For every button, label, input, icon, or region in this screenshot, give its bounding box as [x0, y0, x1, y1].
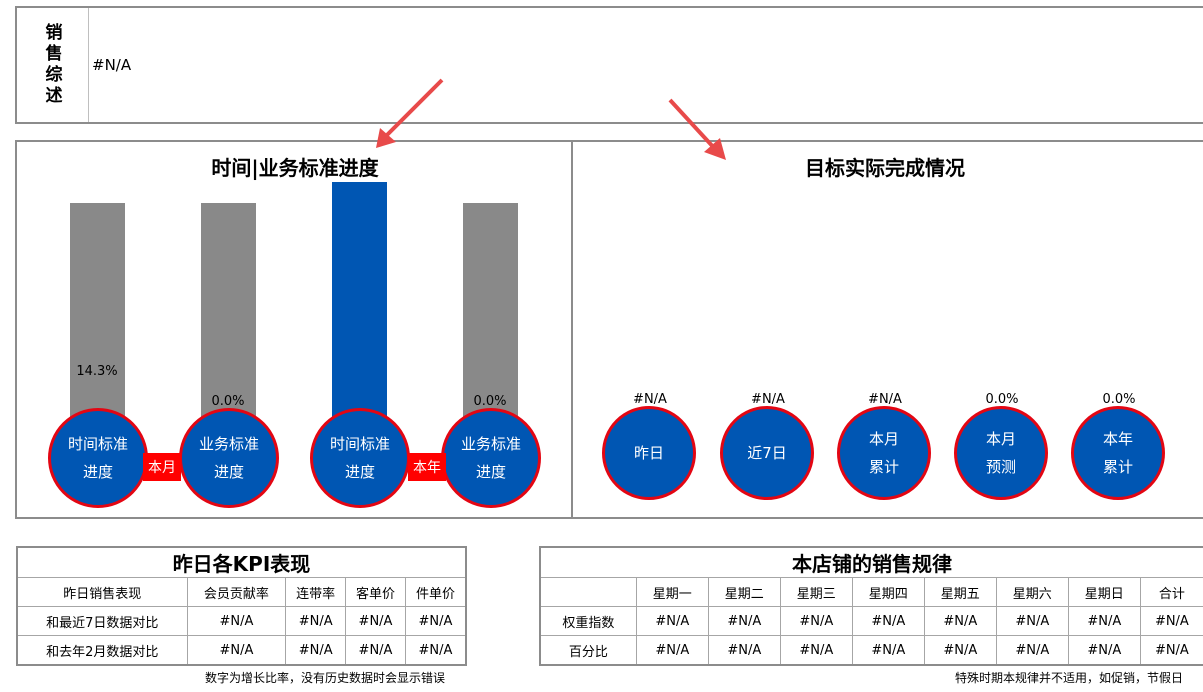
pattern-note: 特殊时期本规律并不适用，如促销，节假日 [955, 671, 1184, 685]
target-circle-label-0: 昨日 [633, 444, 664, 462]
target-circle-label-1: 近7日 [747, 444, 787, 462]
kpi-header-cell-2: 连带率 [285, 577, 347, 607]
target-completion-title: 目标实际完成情况 [805, 156, 965, 180]
kpi-note: 数字为增长比率，没有历史数据时会显示错误 [205, 671, 446, 685]
pattern-row-1-cell-7: #N/A [1067, 635, 1141, 666]
kpi-header-cell-3: 客单价 [345, 577, 406, 607]
progress-circle-3: 业务标准进度 [441, 408, 541, 508]
kpi-row-1-cell-1: #N/A [186, 635, 287, 666]
pattern-row-1-cell-4: #N/A [851, 635, 925, 666]
progress-bar-label-3: 0.0% [473, 394, 507, 409]
pattern-row-0-cell-4: #N/A [851, 606, 925, 636]
kpi-row-0-cell-4: #N/A [404, 606, 467, 636]
connector-month: 本月 [143, 453, 181, 481]
pattern-row-0-cell-6: #N/A [995, 606, 1069, 636]
progress-circle-label-1: 业务标准进度 [198, 435, 259, 481]
arrow-left-icon [376, 78, 444, 148]
pattern-header-cell-3: 星期三 [779, 577, 853, 607]
kpi-row-0-cell-2: #N/A [285, 606, 347, 636]
pattern-header-cell-2: 星期二 [707, 577, 781, 607]
arrow-right-icon [668, 98, 726, 160]
sales-pattern-table: 本店铺的销售规律 星期一 星期二 星期三 星期四 星期五 星期六 星期日 合计 权重指数 #N/… [539, 546, 1203, 666]
pattern-row-1-cell-5: #N/A [923, 635, 997, 666]
progress-circle-1: 业务标准进度 [179, 408, 279, 508]
summary-value: #N/A [92, 56, 132, 74]
summary-label: 销售综述 [16, 8, 89, 122]
kpi-row-0-cell-1: #N/A [186, 606, 287, 636]
pattern-header-cell-7: 星期日 [1067, 577, 1141, 607]
target-value-1: #N/A [751, 392, 785, 407]
summary-box [15, 6, 1203, 124]
progress-circle-label-2: 时间标准进度 [329, 435, 390, 481]
pattern-row-1-cell-8: #N/A [1139, 635, 1203, 666]
kpi-header-cell-4: 件单价 [404, 577, 467, 607]
progress-bar-label-1: 0.0% [211, 394, 245, 409]
pattern-row-0-cell-5: #N/A [923, 606, 997, 636]
connector-year: 本年 [408, 453, 446, 481]
progress-circle-0: 时间标准进度 [48, 408, 148, 508]
pattern-header-cell-5: 星期五 [923, 577, 997, 607]
progress-bar-fill-2 [332, 182, 387, 418]
target-circle-4: 本年累计 [1071, 406, 1165, 500]
target-circle-3: 本月预测 [954, 406, 1048, 500]
pattern-row-0-cell-1: #N/A [635, 606, 709, 636]
target-value-3: 0.0% [985, 392, 1019, 407]
pattern-row-0-cell-3: #N/A [779, 606, 853, 636]
target-circle-2: 本月累计 [837, 406, 931, 500]
target-value-0: #N/A [633, 392, 667, 407]
pattern-header-cell-1: 星期一 [635, 577, 709, 607]
target-circle-label-4: 本年累计 [1102, 430, 1133, 476]
kpi-row-1-cell-0: 和去年2月数据对比 [16, 635, 188, 666]
pattern-table-title: 本店铺的销售规律 [539, 546, 1203, 578]
kpi-header-cell-1: 会员贡献率 [186, 577, 287, 607]
progress-bar-track-1 [201, 203, 256, 418]
progress-circle-label-0: 时间标准进度 [67, 435, 128, 481]
pattern-row-0-cell-2: #N/A [707, 606, 781, 636]
pattern-row-1-cell-6: #N/A [995, 635, 1069, 666]
kpi-header-cell-0: 昨日销售表现 [16, 577, 188, 607]
pattern-row-1-cell-1: #N/A [635, 635, 709, 666]
target-value-2: #N/A [868, 392, 902, 407]
pattern-row-1-cell-2: #N/A [707, 635, 781, 666]
pattern-row-1-cell-3: #N/A [779, 635, 853, 666]
progress-bar-track-3 [463, 203, 518, 418]
kpi-row-0-cell-0: 和最近7日数据对比 [16, 606, 188, 636]
progress-bar-track-0 [70, 203, 125, 418]
progress-circle-2: 时间标准进度 [310, 408, 410, 508]
kpi-row-1-cell-4: #N/A [404, 635, 467, 666]
kpi-table-title: 昨日各KPI表现 [16, 546, 467, 578]
kpi-row-1-cell-3: #N/A [345, 635, 406, 666]
progress-bar-label-0: 14.3% [76, 364, 118, 379]
kpi-row-1-cell-2: #N/A [285, 635, 347, 666]
standard-progress-title: 时间|业务标准进度 [211, 156, 379, 180]
target-value-4: 0.0% [1102, 392, 1136, 407]
target-completion-panel [571, 140, 1203, 519]
pattern-header-cell-8: 合计 [1139, 577, 1203, 607]
pattern-row-0-cell-0: 权重指数 [539, 606, 637, 636]
pattern-header-cell-6: 星期六 [995, 577, 1069, 607]
target-circle-0: 昨日 [602, 406, 696, 500]
pattern-row-1-cell-0: 百分比 [539, 635, 637, 666]
pattern-row-0-cell-8: #N/A [1139, 606, 1203, 636]
progress-circle-label-3: 业务标准进度 [460, 435, 521, 481]
pattern-header-cell-4: 星期四 [851, 577, 925, 607]
kpi-row-0-cell-3: #N/A [345, 606, 406, 636]
kpi-table: 昨日各KPI表现 昨日销售表现 会员贡献率 连带率 客单价 件单价 和最近7日数据对比 #… [16, 546, 467, 666]
target-circle-label-3: 本月预测 [985, 430, 1016, 476]
pattern-header-cell-0 [539, 577, 637, 607]
target-circle-1: 近7日 [720, 406, 814, 500]
pattern-row-0-cell-7: #N/A [1067, 606, 1141, 636]
target-circle-label-2: 本月累计 [868, 430, 899, 476]
